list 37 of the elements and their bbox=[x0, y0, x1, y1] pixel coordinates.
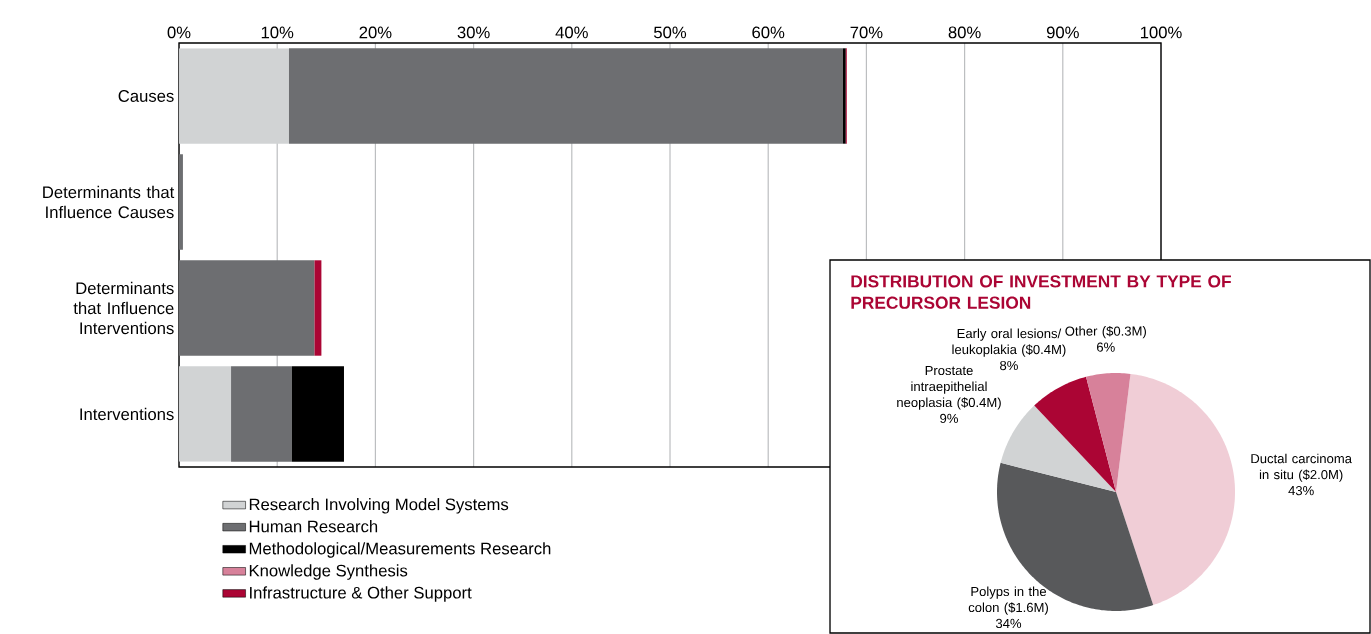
data-label: 9% bbox=[940, 413, 958, 424]
slice-label: Early oral lesions/ leukoplakia ($0.4M) bbox=[952, 328, 1066, 357]
x-tick-label: 10% bbox=[261, 26, 294, 39]
data-label: 6% bbox=[1097, 342, 1115, 352]
x-tick-label: 40% bbox=[555, 26, 588, 39]
x-tick-label: 70% bbox=[850, 26, 883, 39]
slice-label: Prostate intraepithelial neoplasia ($0.4M) bbox=[897, 365, 1001, 410]
legend-label: Infrastructure & Other Support bbox=[250, 586, 472, 602]
y-tick-label: Determinants that Influence Causes bbox=[43, 185, 175, 219]
x-tick-label: 60% bbox=[752, 26, 785, 39]
data-label: 43% bbox=[1288, 486, 1314, 496]
bar bbox=[291, 366, 344, 462]
legend-label: Methodological/Measurements Research bbox=[249, 542, 551, 558]
data-label: 34% bbox=[995, 618, 1022, 629]
slice-label: Other ($0.3M) bbox=[1065, 325, 1146, 339]
y-tick-label: Determinants that Influence Interventions bbox=[73, 281, 174, 335]
bar bbox=[288, 48, 843, 144]
slice-label: Ductal carcinoma in situ ($2.0M) bbox=[1251, 453, 1352, 482]
x-tick-label: 0% bbox=[167, 26, 191, 39]
bar bbox=[179, 366, 232, 462]
bar bbox=[231, 366, 292, 462]
y-tick-label: Causes bbox=[118, 90, 174, 102]
slice-label: Polyps in the colon ($1.6M) bbox=[968, 586, 1048, 615]
x-tick-label: 50% bbox=[654, 26, 687, 39]
x-tick-label: 30% bbox=[457, 26, 490, 39]
x-tick-label: 100% bbox=[1140, 26, 1182, 39]
bar bbox=[179, 260, 315, 356]
x-tick-label: 80% bbox=[948, 26, 981, 39]
bar bbox=[179, 48, 289, 144]
x-tick-label: 20% bbox=[359, 26, 392, 39]
data-label: 8% bbox=[1000, 360, 1018, 371]
y-tick-label: Interventions bbox=[80, 407, 174, 421]
legend-label: Knowledge Synthesis bbox=[249, 564, 408, 580]
legend-label: Human Research bbox=[249, 520, 378, 533]
chart-title: DISTRIBUTION OF INVESTMENT BY TYPE OF PRECURSOR LESION bbox=[851, 275, 1231, 309]
x-tick-label: 90% bbox=[1046, 26, 1079, 39]
legend-label: Research Involving Model Systems bbox=[249, 498, 509, 514]
